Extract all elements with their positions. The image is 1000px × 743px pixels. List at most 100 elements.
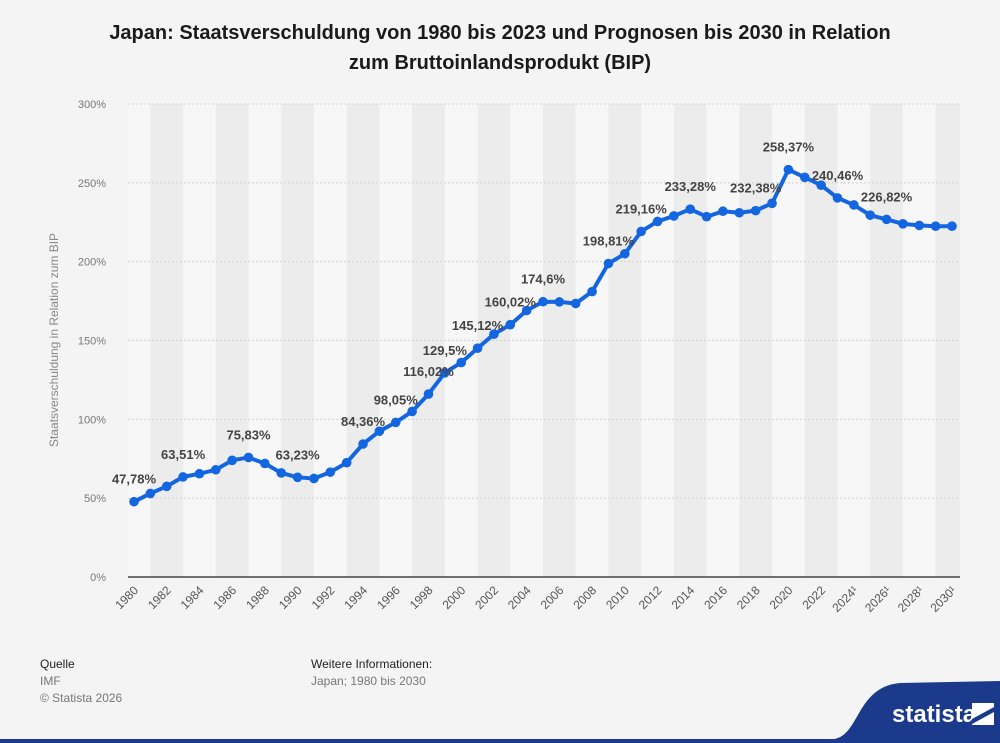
data-point-2016[interactable] xyxy=(718,206,728,217)
data-point-1985[interactable] xyxy=(211,464,221,475)
data-point-2027[interactable] xyxy=(898,219,908,229)
data-point-1996[interactable] xyxy=(390,417,401,428)
column-band xyxy=(183,104,216,577)
logo-wordmark: statista xyxy=(892,701,977,728)
data-point-2030[interactable] xyxy=(947,221,957,231)
data-label-2020: 258,37% xyxy=(763,140,815,155)
y-tick-label: 300% xyxy=(78,99,106,111)
info-block: Weitere Informationen: Japan; 1980 bis 2… xyxy=(311,656,432,690)
data-point-1989[interactable] xyxy=(276,468,287,478)
x-axis: 1980 1982 1984 1986 1988 1990 1992 1994 1996 1998… xyxy=(112,583,959,615)
data-point-2024[interactable] xyxy=(849,200,859,210)
data-point-2014[interactable] xyxy=(685,204,696,214)
data-point-2020[interactable] xyxy=(783,164,794,175)
data-point-2005[interactable] xyxy=(538,296,548,307)
data-point-2021[interactable] xyxy=(799,172,810,183)
data-point-1986[interactable] xyxy=(227,455,237,466)
column-band xyxy=(510,104,543,577)
data-point-1992[interactable] xyxy=(325,467,336,477)
data-point-1993[interactable] xyxy=(341,457,352,468)
data-point-1984[interactable] xyxy=(194,468,205,479)
y-tick-label: 50% xyxy=(84,493,106,505)
data-point-2019[interactable] xyxy=(767,198,777,209)
data-point-2009[interactable] xyxy=(603,258,614,269)
data-point-1994[interactable] xyxy=(358,439,368,449)
data-label-1999: 129,5% xyxy=(423,343,468,358)
x-tick-label: 2016 xyxy=(701,583,730,612)
data-point-2023[interactable] xyxy=(832,193,843,203)
data-point-2006[interactable] xyxy=(554,297,565,307)
data-label-2005: 174,6% xyxy=(521,272,566,287)
x-tick-label: 1984 xyxy=(178,583,207,612)
data-point-1995[interactable] xyxy=(374,426,385,436)
info-heading: Weitere Informationen: xyxy=(311,657,433,671)
data-point-1980[interactable] xyxy=(129,496,139,507)
x-tick-label: 1986 xyxy=(210,583,239,612)
chart-title-line-1: Japan: Staatsverschuldung von 1980 bis 2… xyxy=(109,22,891,44)
x-tick-label: 2012 xyxy=(636,583,665,612)
data-point-2025[interactable] xyxy=(865,210,875,220)
data-point-1988[interactable] xyxy=(260,458,270,469)
info-text: Japan; 1980 bis 2030 xyxy=(311,674,426,688)
data-point-1998[interactable] xyxy=(423,389,434,399)
data-point-2012[interactable] xyxy=(652,216,663,227)
data-point-1999[interactable] xyxy=(440,368,450,378)
data-point-1990[interactable] xyxy=(292,472,303,483)
x-tick-label: 1980 xyxy=(112,583,141,612)
data-point-1983[interactable] xyxy=(178,472,188,482)
x-tick-label: 1998 xyxy=(407,583,436,612)
data-point-2026[interactable] xyxy=(881,214,892,225)
data-label-2009: 198,81% xyxy=(583,234,635,249)
x-tick-label: 1988 xyxy=(243,583,272,612)
column-band xyxy=(346,104,380,577)
data-label-2014: 233,28% xyxy=(665,179,717,194)
data-point-2015[interactable] xyxy=(701,211,712,222)
data-point-1987[interactable] xyxy=(243,452,254,463)
data-point-2003[interactable] xyxy=(505,319,516,330)
chart-title: Japan: Staatsverschuldung von 1980 bis 2… xyxy=(0,18,1000,78)
column-band xyxy=(128,104,151,577)
data-point-2013[interactable] xyxy=(669,211,679,221)
x-tick-label: 1990 xyxy=(276,583,305,612)
x-tick-label: 2014 xyxy=(669,583,698,612)
data-point-1981[interactable] xyxy=(145,488,156,499)
x-tick-label: 2010 xyxy=(603,583,632,612)
x-tick-label: 2024¹ xyxy=(829,583,861,615)
x-tick-label: 2030¹ xyxy=(928,583,960,615)
data-point-2004[interactable] xyxy=(521,305,532,316)
data-point-1991[interactable] xyxy=(309,473,319,484)
data-point-2000[interactable] xyxy=(456,357,467,368)
column-band xyxy=(870,104,903,577)
data-point-2028[interactable] xyxy=(914,220,925,231)
logo-mark-icon xyxy=(972,703,994,725)
source-block: Quelle IMF © Statista 2026 xyxy=(40,656,122,707)
data-label-2001: 145,12% xyxy=(452,318,504,333)
data-point-2001[interactable] xyxy=(472,343,483,353)
data-point-2011[interactable] xyxy=(636,226,646,237)
data-label-2018: 232,38% xyxy=(730,181,782,196)
y-axis-label: Staatsverschuldung in Relation zum BIP xyxy=(47,233,61,447)
data-point-2007[interactable] xyxy=(570,298,581,309)
source-name[interactable]: IMF xyxy=(40,674,61,688)
data-point-1997[interactable] xyxy=(407,406,417,417)
data-point-1982[interactable] xyxy=(161,481,172,492)
x-tick-label: 2004 xyxy=(505,583,534,612)
data-point-2008[interactable] xyxy=(587,286,597,297)
x-tick-label: 1992 xyxy=(309,583,338,612)
x-tick-label: 2008 xyxy=(570,583,599,612)
data-label-2026: 226,82% xyxy=(861,189,913,204)
data-label-1996: 98,05% xyxy=(374,392,419,407)
data-point-2002[interactable] xyxy=(489,329,499,339)
data-point-2022[interactable] xyxy=(816,180,826,190)
data-point-2017[interactable] xyxy=(734,207,745,218)
data-point-2018[interactable] xyxy=(750,205,761,216)
data-label-2011: 219,16% xyxy=(615,201,667,216)
statista-logo[interactable]: statista xyxy=(800,677,1000,739)
data-point-2029[interactable] xyxy=(930,221,941,231)
data-point-2010[interactable] xyxy=(620,248,630,259)
x-tick-label: 1996 xyxy=(374,583,403,612)
data-label-2003: 160,02% xyxy=(485,295,537,310)
y-tick-label: 0% xyxy=(90,572,106,584)
x-tick-label: 1982 xyxy=(145,583,174,612)
